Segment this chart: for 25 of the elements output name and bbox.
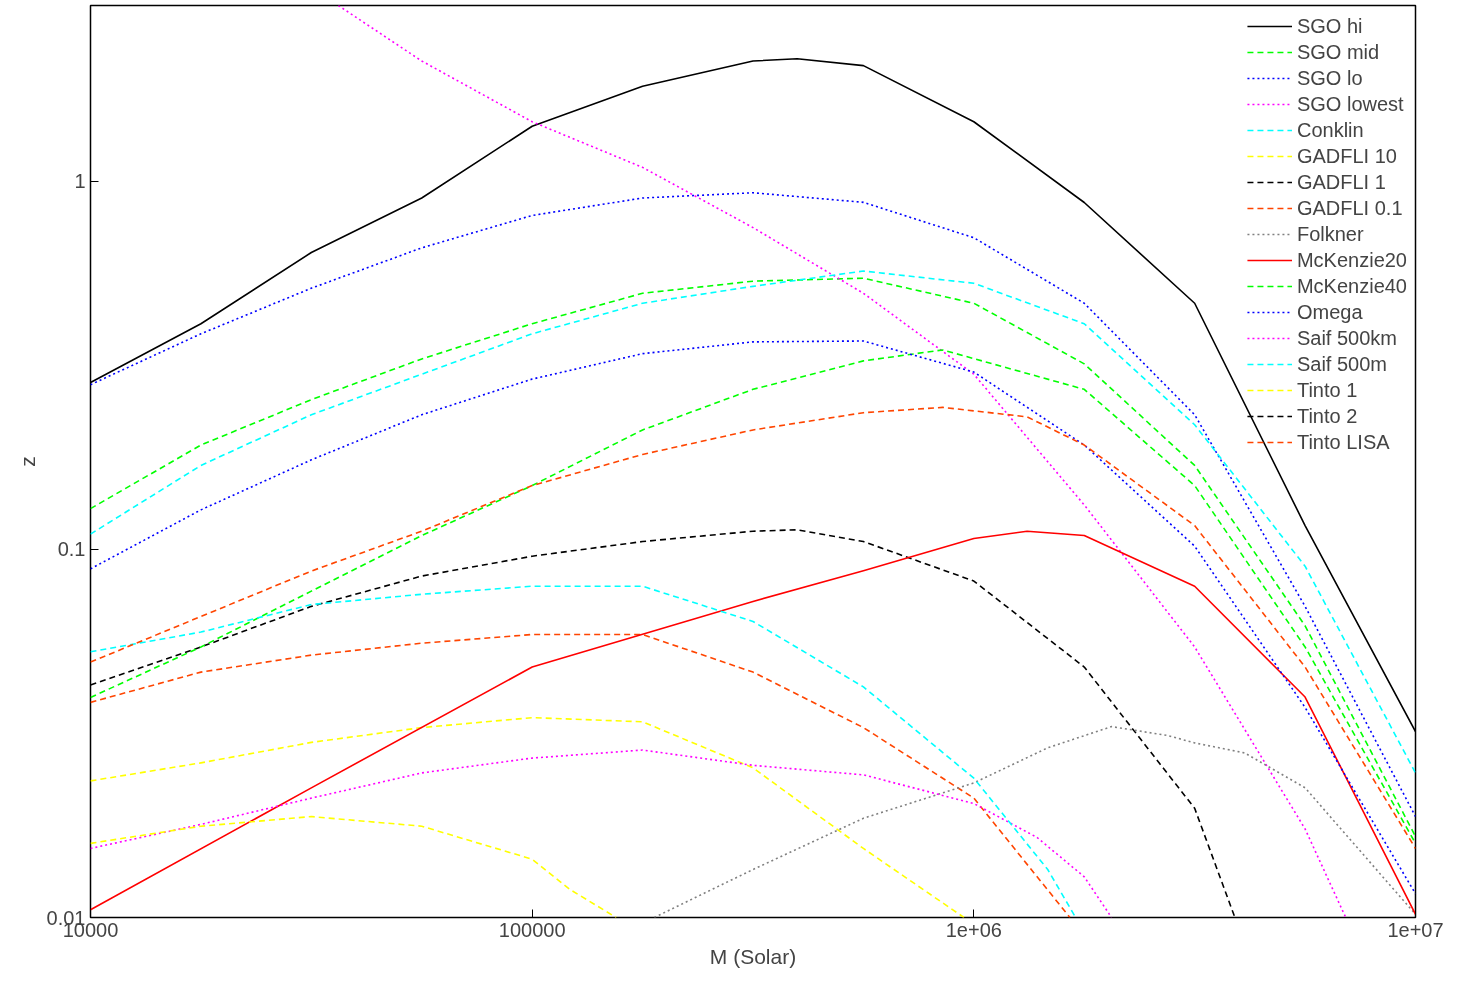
legend-label: Saif 500km	[1296, 325, 1397, 351]
legend-label: SGO hi	[1296, 13, 1363, 39]
legend-label: GADFLI 0.1	[1296, 195, 1403, 221]
y-tick-label: 1	[74, 170, 86, 193]
legend-label: McKenzie40	[1296, 273, 1407, 299]
legend-label: GADFLI 1	[1296, 169, 1386, 195]
legend-label: SGO lowest	[1296, 91, 1404, 117]
legend-label: Omega	[1296, 299, 1363, 325]
legend-label: Tinto LISA	[1296, 429, 1390, 455]
legend-label: Tinto 1	[1296, 377, 1358, 403]
legend-label: SGO lo	[1296, 65, 1363, 91]
x-tick-label: 100000	[498, 918, 566, 941]
x-axis-title: M (Solar)	[709, 944, 797, 968]
x-tick-label: 1e+07	[1387, 918, 1444, 941]
legend-label: Saif 500m	[1296, 351, 1387, 377]
y-tick-label: 0.1	[57, 538, 86, 561]
legend-label: Folkner	[1296, 221, 1364, 247]
legend-label: Tinto 2	[1296, 403, 1358, 429]
legend-label: GADFLI 10	[1296, 143, 1397, 169]
line-series	[90, 191, 1416, 818]
x-tick-label: 1e+06	[945, 918, 1002, 941]
legend-label: McKenzie20	[1296, 247, 1407, 273]
y-axis-title: z	[15, 456, 39, 467]
legend-label: SGO mid	[1296, 39, 1380, 65]
legend-label: Conklin	[1296, 117, 1364, 143]
